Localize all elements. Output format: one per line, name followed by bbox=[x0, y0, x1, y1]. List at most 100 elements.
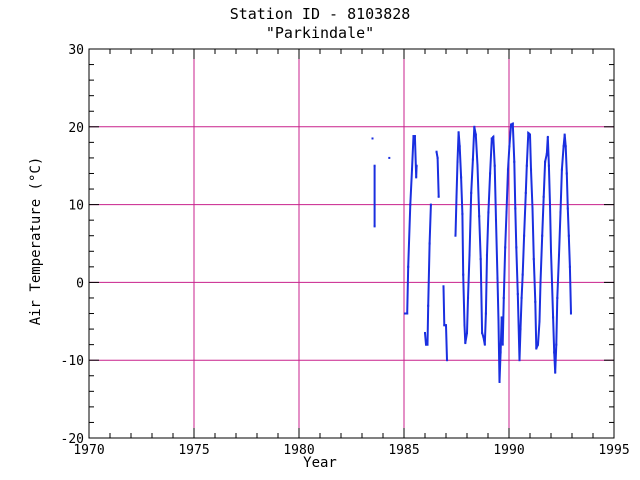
data-point bbox=[531, 207, 534, 210]
data-point bbox=[547, 164, 550, 167]
data-point bbox=[406, 312, 409, 315]
data-point bbox=[508, 145, 511, 148]
data-point bbox=[500, 316, 503, 319]
data-point bbox=[485, 254, 488, 257]
data-point bbox=[559, 211, 562, 214]
data-point bbox=[436, 156, 439, 159]
data-point bbox=[532, 258, 535, 261]
data-point bbox=[482, 335, 485, 338]
data-point bbox=[496, 277, 499, 280]
data-point bbox=[541, 234, 544, 237]
data-point bbox=[467, 296, 470, 299]
data-point bbox=[493, 164, 496, 167]
data-point bbox=[407, 265, 410, 268]
data-point bbox=[521, 273, 524, 276]
y-tick-label: 10 bbox=[68, 199, 84, 214]
data-point bbox=[427, 304, 430, 307]
data-point bbox=[513, 160, 516, 163]
x-tick-label: 1975 bbox=[178, 443, 209, 458]
data-point bbox=[425, 343, 428, 346]
data-point bbox=[435, 150, 438, 153]
data-point bbox=[506, 168, 509, 171]
chart-title: Station ID - 8103828 bbox=[229, 5, 411, 23]
data-point bbox=[464, 342, 467, 345]
data-point bbox=[415, 164, 418, 167]
series-air-temperature bbox=[371, 122, 572, 383]
data-point bbox=[557, 254, 560, 257]
data-point bbox=[516, 293, 519, 296]
data-point bbox=[481, 331, 484, 334]
data-point bbox=[410, 168, 413, 171]
data-point bbox=[523, 234, 526, 237]
y-tick-label: 20 bbox=[68, 121, 84, 136]
data-point bbox=[529, 133, 531, 136]
series-line bbox=[424, 204, 432, 346]
data-point bbox=[471, 158, 474, 161]
data-point bbox=[560, 168, 563, 171]
data-point bbox=[455, 195, 458, 198]
data-point bbox=[442, 285, 445, 288]
plot-frame bbox=[88, 48, 615, 439]
data-point bbox=[566, 207, 569, 210]
data-point bbox=[502, 296, 505, 299]
data-point bbox=[539, 281, 542, 284]
x-tick-labels: 1970 1975 1980 1985 1990 1995 bbox=[73, 443, 629, 458]
data-point bbox=[550, 250, 552, 253]
axis-ticks bbox=[88, 48, 615, 439]
data-point bbox=[468, 254, 471, 257]
y-tick-label: 30 bbox=[68, 43, 84, 58]
data-point bbox=[555, 343, 558, 346]
data-point bbox=[473, 125, 476, 128]
data-point bbox=[373, 225, 376, 228]
data-point bbox=[565, 172, 568, 175]
data-point bbox=[404, 312, 407, 315]
data-point bbox=[562, 145, 565, 148]
data-point bbox=[553, 351, 556, 354]
x-tick-label: 1980 bbox=[283, 443, 314, 458]
data-point bbox=[489, 172, 492, 175]
grid-lines bbox=[89, 49, 614, 438]
x-tick-label: 1990 bbox=[493, 443, 524, 458]
data-point bbox=[371, 137, 374, 140]
data-point bbox=[415, 176, 418, 179]
data-point bbox=[551, 281, 554, 284]
data-point bbox=[515, 246, 518, 249]
x-tick-label: 1970 bbox=[73, 443, 104, 458]
y-tick-label: -20 bbox=[61, 432, 84, 447]
data-point bbox=[457, 131, 460, 134]
data-point bbox=[409, 203, 412, 206]
data-point bbox=[542, 195, 545, 198]
data-point bbox=[461, 212, 464, 215]
data-point bbox=[514, 207, 517, 210]
data-point bbox=[511, 122, 514, 125]
data-point bbox=[563, 133, 566, 136]
series-line bbox=[405, 135, 418, 315]
data-point bbox=[483, 343, 486, 346]
y-axis-label: Air Temperature (°C) bbox=[28, 156, 44, 326]
data-point bbox=[498, 380, 501, 383]
data-point bbox=[494, 219, 497, 222]
x-tick-label: 1995 bbox=[598, 443, 629, 458]
data-point bbox=[443, 324, 446, 327]
data-point bbox=[554, 371, 557, 374]
data-point bbox=[552, 316, 555, 319]
data-point bbox=[470, 191, 473, 194]
data-point bbox=[535, 347, 538, 350]
data-point bbox=[518, 359, 521, 362]
data-point bbox=[534, 300, 537, 303]
data-point bbox=[536, 343, 539, 346]
data-point bbox=[445, 324, 447, 327]
data-point bbox=[424, 331, 426, 334]
data-point bbox=[569, 312, 572, 315]
data-point bbox=[478, 215, 481, 218]
series-line bbox=[442, 286, 448, 361]
data-point bbox=[524, 191, 527, 194]
y-tick-label: -10 bbox=[61, 354, 84, 369]
data-point bbox=[505, 211, 508, 214]
x-tick-label: 1985 bbox=[388, 443, 419, 458]
data-point bbox=[429, 203, 432, 206]
data-point bbox=[519, 328, 522, 331]
data-point bbox=[487, 211, 490, 214]
data-point bbox=[538, 320, 541, 323]
